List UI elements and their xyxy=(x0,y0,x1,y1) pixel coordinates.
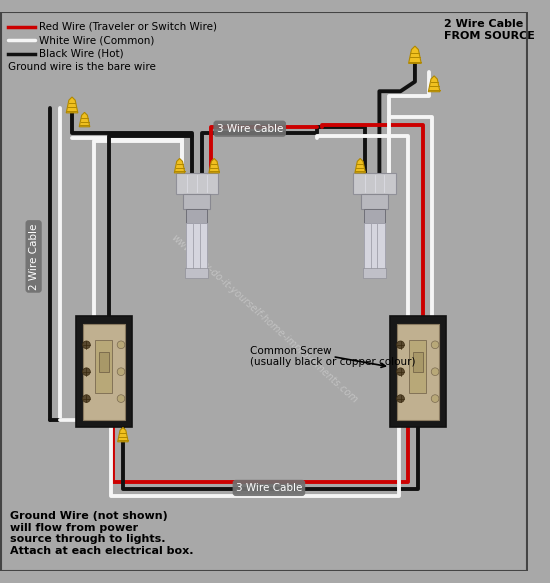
Circle shape xyxy=(397,341,404,349)
Circle shape xyxy=(82,395,90,402)
Polygon shape xyxy=(355,159,365,173)
Bar xyxy=(76,317,131,427)
Polygon shape xyxy=(409,46,421,64)
Text: Ground wire is the bare wire: Ground wire is the bare wire xyxy=(8,62,156,72)
Circle shape xyxy=(117,341,125,349)
Circle shape xyxy=(397,368,404,375)
Text: www.easy-do-it-yourself-home-improvements.com: www.easy-do-it-yourself-home-improvement… xyxy=(169,233,359,405)
Bar xyxy=(193,223,201,276)
Text: 3 Wire Cable: 3 Wire Cable xyxy=(236,483,302,493)
Circle shape xyxy=(431,341,439,349)
Bar xyxy=(413,353,422,372)
Text: 2 Wire Cable
FROM SOURCE: 2 Wire Cable FROM SOURCE xyxy=(444,19,535,41)
Bar xyxy=(186,209,207,223)
Circle shape xyxy=(117,368,125,375)
Bar xyxy=(371,223,378,276)
Text: Common Screw
(usually black or copper colour): Common Screw (usually black or copper co… xyxy=(250,346,415,367)
Circle shape xyxy=(117,395,125,402)
Bar xyxy=(176,173,218,194)
Bar xyxy=(99,353,108,372)
Text: White Wire (Common): White Wire (Common) xyxy=(40,36,155,45)
Polygon shape xyxy=(118,427,128,442)
Bar xyxy=(185,268,208,278)
Text: 3 Wire Cable: 3 Wire Cable xyxy=(217,124,283,134)
Bar xyxy=(200,223,207,276)
Text: Red Wire (Traveler or Switch Wire): Red Wire (Traveler or Switch Wire) xyxy=(40,22,217,32)
Polygon shape xyxy=(66,97,78,113)
Circle shape xyxy=(431,368,439,375)
Bar xyxy=(364,223,372,276)
Polygon shape xyxy=(79,113,90,127)
Bar xyxy=(363,268,386,278)
Text: 2 Wire Cable: 2 Wire Cable xyxy=(29,223,38,290)
Text: Ground Wire (not shown)
will flow from power
source through to lights.
Attach at: Ground Wire (not shown) will flow from p… xyxy=(9,511,193,556)
Polygon shape xyxy=(209,159,219,173)
Circle shape xyxy=(82,368,90,375)
Bar xyxy=(409,340,426,394)
Bar xyxy=(377,223,385,276)
Polygon shape xyxy=(428,76,440,92)
Bar xyxy=(364,209,385,223)
Polygon shape xyxy=(174,159,185,173)
Text: Black Wire (Hot): Black Wire (Hot) xyxy=(40,49,124,59)
Circle shape xyxy=(82,341,90,349)
Bar xyxy=(397,324,439,420)
Bar xyxy=(390,317,446,427)
Bar xyxy=(184,194,210,209)
Bar xyxy=(354,173,395,194)
Bar xyxy=(186,223,194,276)
Bar xyxy=(361,194,388,209)
Bar xyxy=(82,324,125,420)
Circle shape xyxy=(431,395,439,402)
Bar xyxy=(95,340,112,394)
Circle shape xyxy=(397,395,404,402)
